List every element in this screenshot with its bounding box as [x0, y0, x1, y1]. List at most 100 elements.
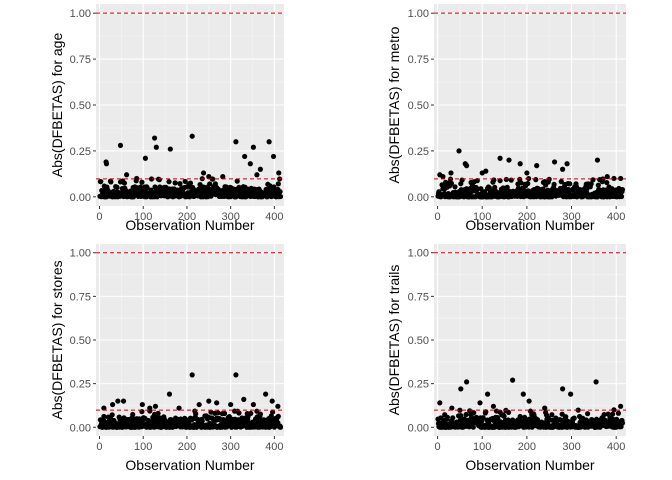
data-point: [221, 410, 228, 417]
y-tick-label: 0.25: [70, 379, 91, 391]
y-tick-label: 0.75: [70, 291, 91, 303]
data-point: [604, 174, 610, 180]
data-point: [208, 409, 214, 415]
data-point: [594, 157, 601, 163]
data-point: [120, 398, 127, 404]
data-point: [590, 177, 596, 183]
data-point: [250, 144, 256, 150]
chart-panel-1: 0.00 0.25 0.50 0.75 1.00 0 100 200 300 400 Observa…: [49, 4, 284, 233]
y-tick-label: 0.50: [70, 335, 91, 347]
data-point: [517, 413, 523, 420]
data-point: [152, 403, 159, 409]
data-point: [588, 181, 594, 187]
data-point: [151, 135, 158, 141]
x-tick-label: 100: [134, 211, 152, 223]
data-point: [483, 168, 489, 174]
data-point: [117, 142, 124, 148]
data-point: [474, 186, 480, 193]
y-tick-label: 0.25: [408, 146, 429, 158]
data-point: [103, 161, 110, 167]
y-tick-label: 0.00: [70, 422, 91, 434]
data-point: [199, 418, 205, 424]
data-point: [109, 412, 115, 418]
data-point: [526, 398, 532, 404]
y-tick-label: 1.00: [70, 248, 91, 260]
x-tick-label: 400: [607, 441, 625, 453]
data-point: [228, 401, 234, 408]
x-tick-label: 0: [435, 441, 441, 453]
y-tick-label: 0.00: [70, 192, 91, 204]
data-point: [436, 189, 442, 195]
data-point: [236, 410, 242, 416]
data-point: [187, 180, 194, 186]
data-point: [605, 411, 611, 417]
data-point: [567, 181, 573, 187]
data-point: [619, 187, 626, 193]
data-point: [505, 409, 512, 415]
x-tick-label: 300: [562, 211, 580, 223]
data-point: [156, 177, 162, 183]
data-point: [110, 401, 116, 408]
data-point: [233, 372, 239, 378]
data-point: [615, 410, 622, 416]
data-point: [520, 391, 526, 397]
data-point: [182, 178, 188, 185]
data-point: [459, 177, 465, 183]
chart-panel-2: 0.00 0.25 0.50 0.75 1.00 0 100 200 300 400 Observa…: [386, 4, 626, 233]
data-point: [153, 144, 159, 150]
y-tick-label: 0.75: [408, 291, 429, 303]
y-tick-label: 0.00: [408, 422, 429, 434]
data-point: [560, 386, 566, 392]
data-point: [207, 181, 213, 187]
data-point: [266, 139, 272, 145]
data-point: [234, 424, 240, 430]
data-point: [464, 163, 470, 169]
data-point: [440, 174, 446, 180]
data-point: [551, 159, 558, 165]
data-point: [503, 176, 509, 183]
data-point: [518, 180, 524, 186]
data-point: [233, 139, 239, 145]
data-point: [470, 424, 476, 430]
data-point: [477, 400, 483, 406]
x-tick-label: 100: [473, 441, 491, 453]
data-point: [560, 166, 566, 172]
y-axis-title: Abs(DFBETAS) for trails: [386, 265, 402, 416]
data-point: [215, 410, 221, 416]
x-axis-title: Observation Number: [125, 217, 255, 233]
y-axis-title: Abs(DFBETAS) for age: [49, 33, 65, 178]
data-point: [452, 184, 458, 190]
x-tick-label: 100: [134, 441, 152, 453]
y-tick-label: 0.50: [408, 335, 429, 347]
data-point: [270, 409, 276, 415]
data-point: [250, 401, 256, 408]
data-point: [490, 403, 496, 409]
data-point: [546, 176, 552, 182]
data-point: [456, 148, 462, 154]
data-point: [242, 153, 248, 160]
data-point: [206, 398, 212, 404]
data-point: [474, 178, 480, 184]
data-point: [551, 181, 557, 187]
data-point: [464, 379, 470, 385]
data-point: [549, 412, 555, 418]
data-point: [130, 411, 136, 418]
x-tick-label: 200: [178, 441, 196, 453]
data-point: [200, 170, 207, 176]
x-tick-label: 300: [221, 441, 239, 453]
data-point: [595, 182, 601, 188]
data-point: [484, 391, 491, 397]
data-point: [220, 174, 226, 180]
data-point: [142, 155, 148, 161]
data-point: [176, 405, 182, 411]
x-tick-label: 0: [435, 211, 441, 223]
data-point: [593, 379, 599, 385]
data-point: [458, 386, 464, 392]
y-tick-label: 0.75: [408, 54, 429, 66]
data-point: [210, 176, 216, 182]
data-point: [611, 407, 617, 413]
y-tick-label: 0.75: [70, 54, 91, 66]
data-point: [563, 414, 569, 420]
data-point: [148, 176, 155, 182]
data-point: [270, 153, 277, 160]
